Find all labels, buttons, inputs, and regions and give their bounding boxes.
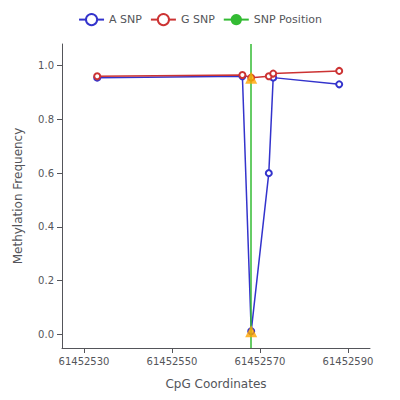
svg-text:61452590: 61452590: [323, 356, 374, 367]
svg-text:1.0: 1.0: [38, 60, 54, 71]
svg-text:61452570: 61452570: [235, 356, 286, 367]
svg-text:0.4: 0.4: [38, 221, 54, 232]
svg-text:61452550: 61452550: [147, 356, 198, 367]
svg-text:0.2: 0.2: [38, 275, 54, 286]
svg-text:0.8: 0.8: [38, 114, 54, 125]
svg-text:0.6: 0.6: [38, 168, 54, 179]
svg-text:0.0: 0.0: [38, 329, 54, 340]
svg-text:CpG Coordinates: CpG Coordinates: [165, 377, 266, 391]
svg-text:G SNP: G SNP: [181, 13, 215, 26]
svg-text:SNP Position: SNP Position: [254, 13, 322, 26]
svg-text:A SNP: A SNP: [109, 13, 142, 26]
svg-text:Methylation Frequency: Methylation Frequency: [11, 128, 25, 265]
svg-text:61452530: 61452530: [59, 356, 110, 367]
